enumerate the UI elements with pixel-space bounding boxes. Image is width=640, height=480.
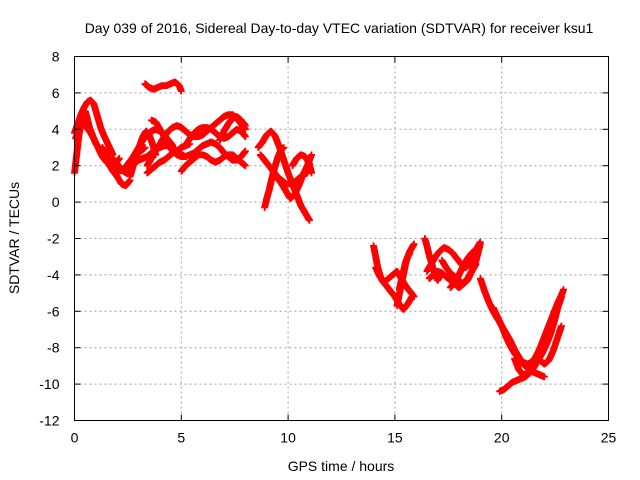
series-arc-ab xyxy=(447,238,484,291)
y-tick-label: -8 xyxy=(47,340,60,356)
axis-ticks: 0 5 10 15 20 25 -12 -10 -8 -6 -4 -2 0 2 4 6 8 xyxy=(39,49,616,446)
series-arc-q xyxy=(261,144,288,211)
data-point-markers xyxy=(289,151,315,177)
y-tick-label: 4 xyxy=(52,121,60,137)
y-tick-label: 0 xyxy=(52,194,60,210)
x-tick-label: 25 xyxy=(601,430,617,446)
data-point-markers xyxy=(528,322,565,368)
y-tick-label: -10 xyxy=(39,376,59,392)
series-arc-h xyxy=(126,127,160,180)
y-tick-label: -2 xyxy=(47,231,60,247)
data-markers xyxy=(71,78,567,395)
data-point-markers xyxy=(177,151,249,175)
series-arc-l xyxy=(177,151,249,175)
y-tick-label: 6 xyxy=(52,85,60,101)
x-tick-label: 15 xyxy=(387,430,403,446)
series-arc-s xyxy=(289,151,315,177)
x-tick-label: 0 xyxy=(71,430,79,446)
y-tick-label: 2 xyxy=(52,158,60,174)
y-tick-label: 8 xyxy=(52,49,60,65)
y-axis-label: SDTVAR / TECUs xyxy=(6,182,22,294)
y-tick-label: -4 xyxy=(47,267,60,283)
data-point-markers xyxy=(395,249,414,293)
data-point-markers xyxy=(141,78,185,95)
grid-lines xyxy=(74,56,609,421)
y-tick-label: -6 xyxy=(47,303,60,319)
data-point-markers xyxy=(126,127,160,180)
series-arc-w xyxy=(395,249,414,293)
x-tick-label: 5 xyxy=(177,430,185,446)
series-arc-ag xyxy=(528,322,565,368)
x-tick-label: 10 xyxy=(280,430,296,446)
x-tick-label: 20 xyxy=(494,430,510,446)
chart-title: Day 039 of 2016, Sidereal Day-to-day VTE… xyxy=(85,20,594,36)
x-axis-label: GPS time / hours xyxy=(288,458,395,474)
series-arc-i xyxy=(141,78,185,95)
data-point-markers xyxy=(261,144,288,211)
data-point-markers xyxy=(447,238,484,291)
y-tick-label: -12 xyxy=(39,413,59,429)
series-arc-n xyxy=(216,113,249,144)
data-point-markers xyxy=(216,113,249,144)
